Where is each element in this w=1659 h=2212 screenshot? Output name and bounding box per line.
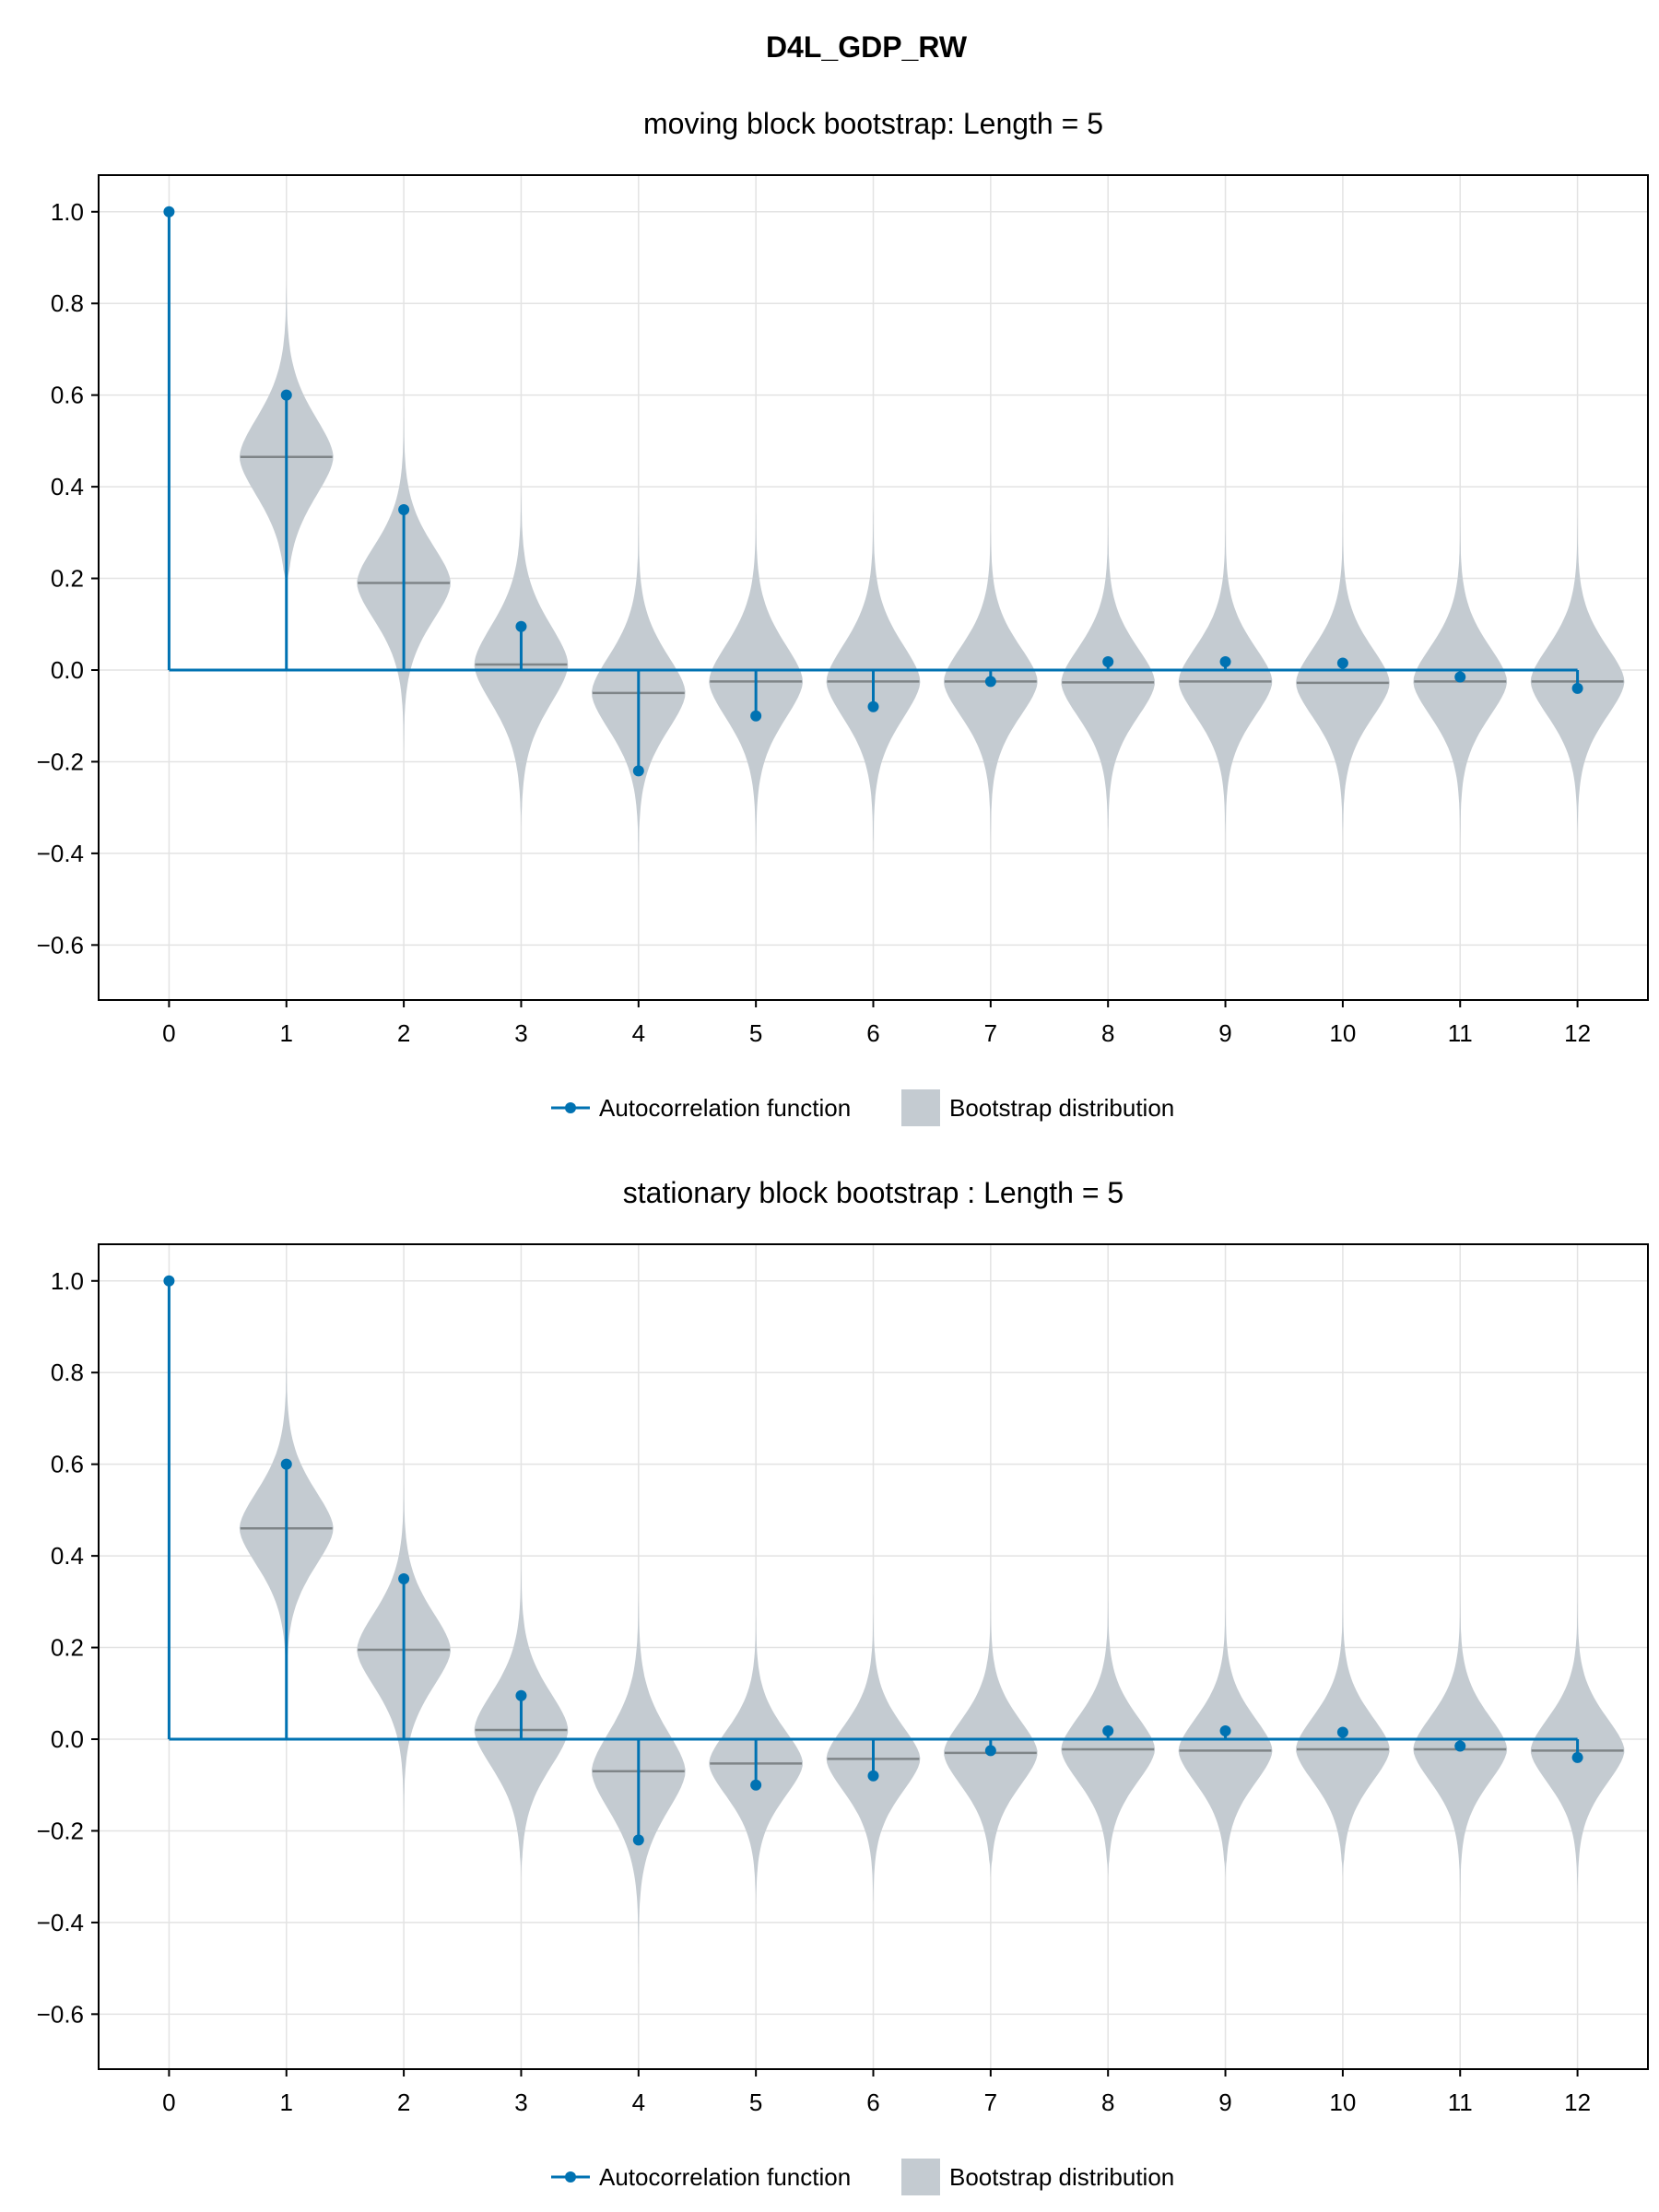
y-tick-label: −0.4	[37, 840, 84, 867]
acf-point-lag-2	[398, 503, 410, 515]
x-tick-label: 3	[514, 1019, 527, 1047]
x-tick-label: 6	[866, 1019, 879, 1047]
x-tick-label: 3	[514, 2088, 527, 2116]
legend: Autocorrelation function Bootstrap distri…	[551, 1089, 1174, 1126]
legend-acf-label: Autocorrelation function	[599, 2163, 851, 2191]
acf-point-lag-10	[1336, 657, 1348, 669]
acf-point-lag-5	[750, 1779, 762, 1791]
acf-point-lag-3	[515, 620, 527, 632]
acf-point-lag-8	[1102, 1725, 1114, 1737]
x-tick-label: 12	[1564, 2088, 1591, 2116]
legend-bootstrap-swatch	[901, 1089, 940, 1126]
legend-acf-label: Autocorrelation function	[599, 1094, 851, 1122]
acf-point-lag-3	[515, 1689, 527, 1701]
y-tick-label: 0.6	[51, 1451, 84, 1478]
panel-title: moving block bootstrap: Length = 5	[643, 107, 1103, 140]
x-tick-label: 4	[632, 1019, 645, 1047]
acf-point-lag-4	[632, 765, 644, 777]
y-tick-label: 0.0	[51, 1725, 84, 1753]
x-tick-label: 4	[632, 2088, 645, 2116]
x-tick-label: 7	[984, 2088, 997, 2116]
x-tick-label: 5	[749, 2088, 762, 2116]
legend-acf-marker	[565, 2171, 576, 2183]
legend-bootstrap-label: Bootstrap distribution	[949, 2163, 1174, 2191]
x-tick-label: 2	[397, 2088, 410, 2116]
y-tick-label: −0.6	[37, 931, 84, 959]
y-tick-label: 0.8	[51, 1359, 84, 1386]
acf-point-lag-10	[1336, 1726, 1348, 1738]
y-tick-label: 0.4	[51, 1542, 84, 1570]
x-tick-label: 0	[162, 2088, 175, 2116]
acf-point-lag-1	[280, 1458, 292, 1470]
acf-point-lag-9	[1219, 656, 1231, 668]
panel-stationary-block: stationary block bootstrap : Length = 5 0…	[37, 1176, 1649, 2195]
y-tick-label: −0.6	[37, 2000, 84, 2028]
x-tick-label: 8	[1101, 1019, 1114, 1047]
violin-lag-7	[944, 1583, 1038, 1877]
legend-bootstrap-swatch	[901, 2159, 940, 2195]
x-tick-label: 0	[162, 1019, 175, 1047]
legend: Autocorrelation function Bootstrap distri…	[551, 2159, 1174, 2195]
acf-point-lag-9	[1219, 1725, 1231, 1737]
y-tick-label: 0.0	[51, 656, 84, 684]
x-tick-label: 1	[280, 1019, 293, 1047]
acf-point-lag-12	[1571, 1751, 1583, 1763]
acf-point-lag-8	[1102, 656, 1114, 668]
y-tick-label: 0.8	[51, 289, 84, 317]
acf-point-lag-2	[398, 1572, 410, 1584]
acf-point-lag-5	[750, 710, 762, 722]
figure-title: D4L_GDP_RW	[766, 30, 968, 64]
violin-lag-10	[1296, 1574, 1390, 1877]
x-tick-label: 11	[1448, 2088, 1473, 2116]
x-tick-label: 8	[1101, 2088, 1114, 2116]
acf-point-lag-4	[632, 1834, 644, 1846]
acf-point-lag-0	[163, 1275, 175, 1287]
panel-title: stationary block bootstrap : Length = 5	[623, 1176, 1124, 1209]
legend-bootstrap-label: Bootstrap distribution	[949, 1094, 1174, 1122]
x-tick-label: 7	[984, 1019, 997, 1047]
x-tick-label: 11	[1448, 1019, 1473, 1047]
x-tick-label: 12	[1564, 1019, 1591, 1047]
acf-point-lag-12	[1571, 682, 1583, 694]
x-tick-label: 10	[1329, 2088, 1356, 2116]
y-tick-label: 0.6	[51, 382, 84, 409]
x-tick-label: 6	[866, 2088, 879, 2116]
x-tick-label: 9	[1218, 2088, 1231, 2116]
acf-point-lag-7	[984, 1745, 996, 1757]
y-tick-label: −0.4	[37, 1909, 84, 1936]
y-tick-label: −0.2	[37, 747, 84, 775]
acf-point-lag-0	[163, 206, 175, 218]
acf-point-lag-11	[1454, 671, 1466, 683]
y-tick-label: 0.4	[51, 473, 84, 500]
x-tick-label: 10	[1329, 1019, 1356, 1047]
x-tick-label: 5	[749, 1019, 762, 1047]
y-tick-label: 1.0	[51, 1267, 84, 1295]
x-tick-label: 1	[280, 2088, 293, 2116]
panel-moving-block: moving block bootstrap: Length = 50 1 2 3 4 5…	[37, 107, 1649, 1126]
y-tick-label: 1.0	[51, 198, 84, 226]
y-tick-label: −0.2	[37, 1817, 84, 1844]
acf-point-lag-1	[280, 389, 292, 401]
y-tick-label: 0.2	[51, 1634, 84, 1662]
acf-point-lag-11	[1454, 1740, 1466, 1752]
x-tick-label: 9	[1218, 1019, 1231, 1047]
acf-point-lag-6	[867, 700, 879, 712]
x-tick-label: 2	[397, 1019, 410, 1047]
violin-lag-12	[1530, 1574, 1625, 1896]
legend-acf-marker	[565, 1102, 576, 1113]
acf-point-lag-6	[867, 1770, 879, 1782]
y-tick-label: 0.2	[51, 565, 84, 593]
acf-point-lag-7	[984, 676, 996, 688]
